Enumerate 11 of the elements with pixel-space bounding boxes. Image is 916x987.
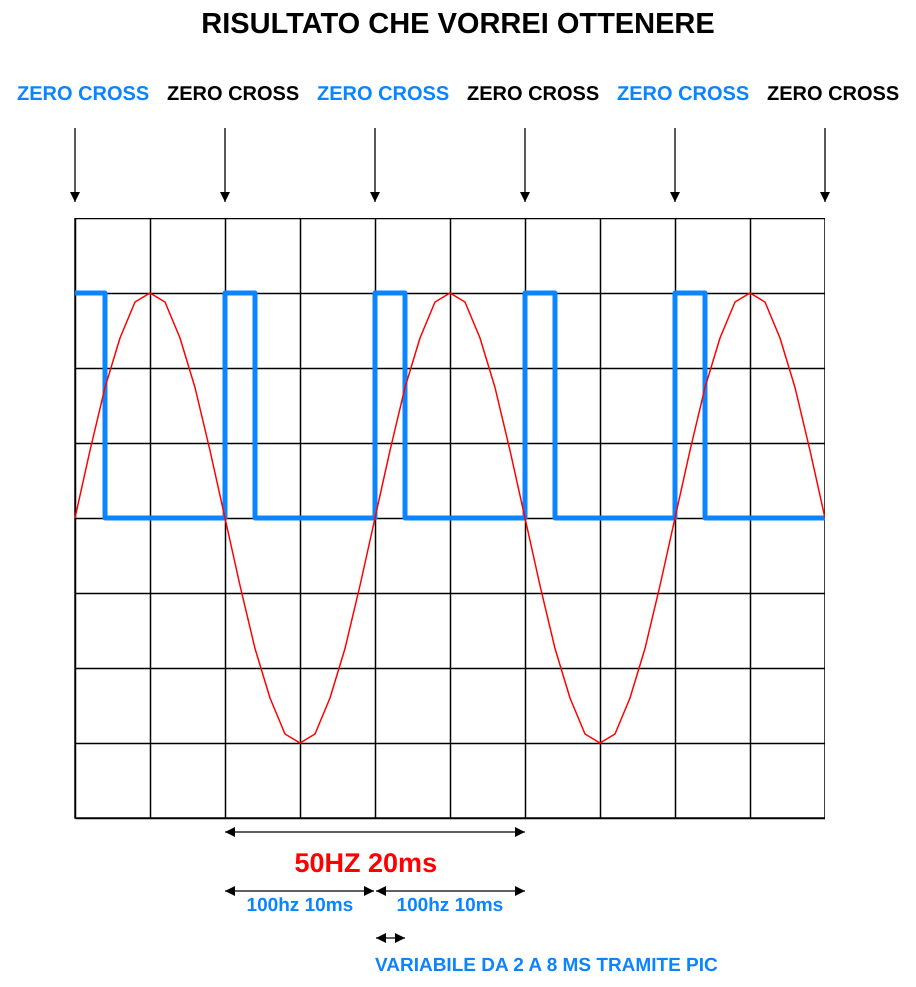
text: ZERO CROSS bbox=[167, 83, 300, 106]
text: ZERO CROSS bbox=[317, 83, 450, 106]
text: 50HZ 20ms bbox=[294, 848, 438, 879]
text: 100hz 10ms bbox=[246, 895, 354, 917]
text: ZERO CROSS bbox=[467, 83, 600, 106]
text: ZERO CROSS bbox=[617, 83, 750, 106]
text: VARIABILE DA 2 A 8 MS TRAMITE PIC bbox=[375, 955, 718, 977]
chart-title: RISULTATO CHE VORREI OTTENERE bbox=[200, 8, 716, 41]
text: ZERO CROSS bbox=[767, 83, 900, 106]
text: 100hz 10ms bbox=[396, 895, 504, 917]
text: ZERO CROSS bbox=[17, 83, 150, 106]
